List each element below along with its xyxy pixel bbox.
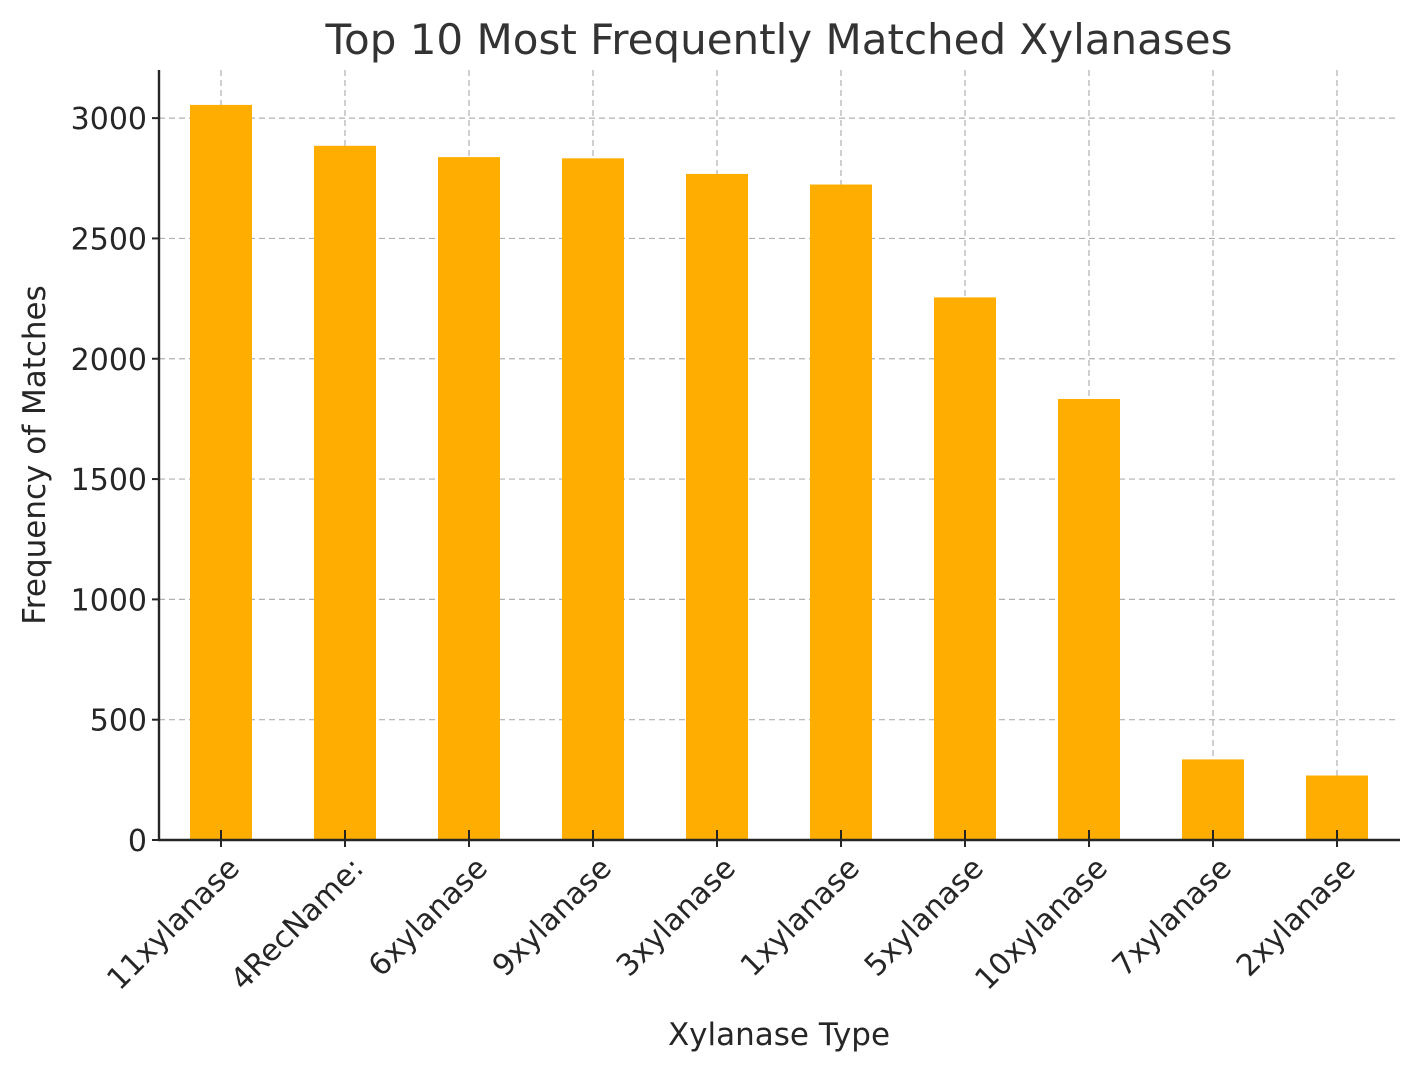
- x-tick-label: 7xylanase: [1106, 851, 1239, 984]
- x-axis-label: Xylanase Type: [668, 1017, 890, 1053]
- bar-layer: [190, 104, 1368, 841]
- bar-11xylanase: [190, 104, 252, 840]
- chart-title: Top 10 Most Frequently Matched Xylanases: [324, 15, 1232, 64]
- x-tick-label: 3xylanase: [610, 851, 743, 984]
- x-tick-label: 1xylanase: [734, 851, 867, 984]
- x-tick-label: 2xylanase: [1230, 851, 1363, 984]
- y-axis-label: Frequency of Matches: [17, 285, 53, 625]
- bar-5xylanase: [934, 297, 996, 840]
- x-tick-label: 5xylanase: [858, 851, 991, 984]
- y-tick-label: 1000: [71, 583, 147, 618]
- bar-6xylanase: [438, 157, 500, 840]
- y-tick-label: 0: [128, 824, 147, 859]
- bar-9xylanase: [562, 158, 624, 840]
- bar-2xylanase: [1306, 775, 1368, 840]
- x-tick-label: 6xylanase: [362, 851, 495, 984]
- bar-10xylanase: [1058, 398, 1120, 840]
- x-tick-label: 9xylanase: [486, 851, 619, 984]
- y-tick-label: 3000: [71, 102, 147, 137]
- bar-3xylanase: [686, 173, 748, 840]
- bar-1xylanase: [810, 184, 872, 841]
- y-tick-label: 1500: [71, 463, 147, 498]
- y-tick-label: 500: [90, 704, 147, 739]
- y-tick-label: 2000: [71, 343, 147, 378]
- axis-layer: [157, 70, 1400, 842]
- x-tick-label: 11xylanase: [100, 851, 246, 997]
- bar-4recname: [314, 145, 376, 840]
- x-tick-label: 10xylanase: [968, 851, 1114, 997]
- y-tick-label: 2500: [71, 222, 147, 257]
- x-tick-label: 4RecName:: [224, 851, 370, 997]
- bar-7xylanase: [1182, 759, 1244, 840]
